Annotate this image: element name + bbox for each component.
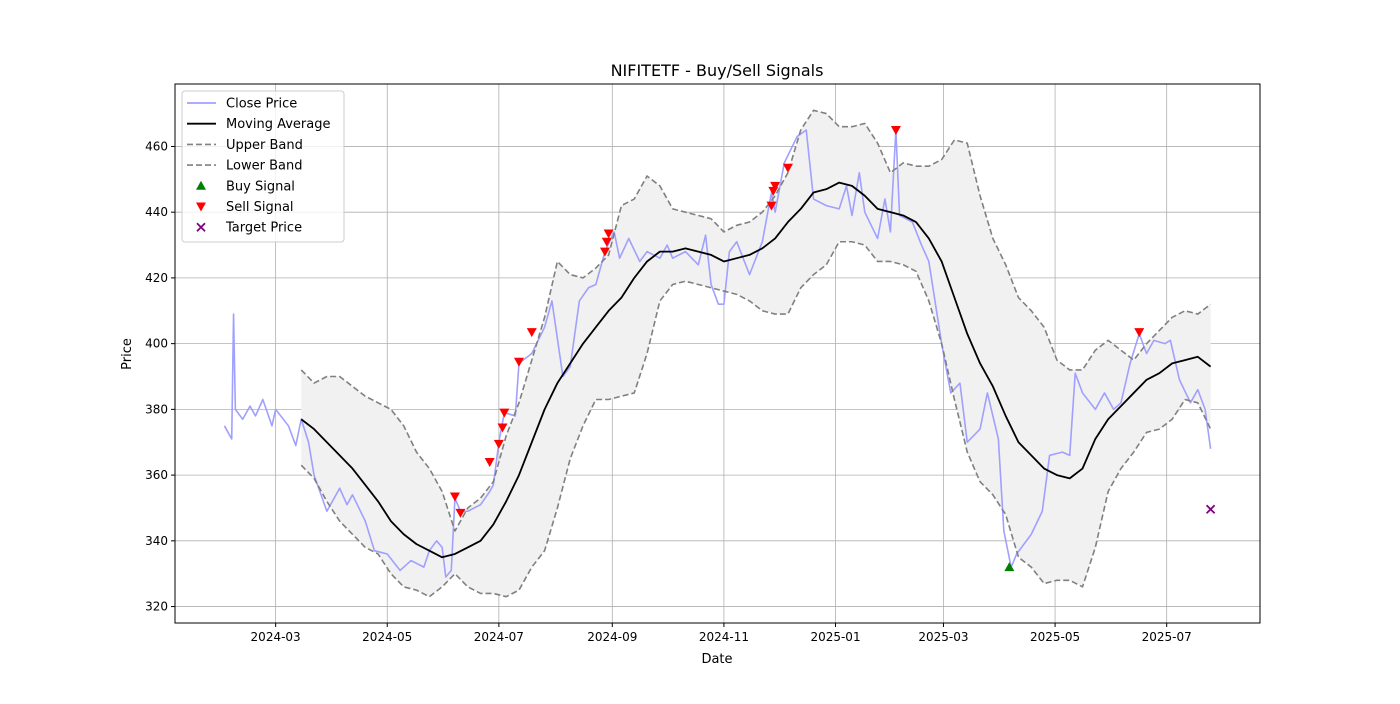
axes-frame [174, 83, 1261, 624]
sell-signal-marker [513, 357, 524, 367]
y-tick-label: 340 [145, 534, 168, 548]
y-tick-label: 440 [145, 205, 168, 219]
sell-signal-marker [497, 423, 508, 433]
x-tick-label: 2025-03 [918, 630, 968, 644]
close-price-line [223, 129, 1212, 578]
y-axis-label: Price [120, 338, 135, 370]
legend-label: Buy Signal [226, 179, 295, 194]
plot-area [223, 109, 1216, 598]
legend-box [181, 90, 345, 243]
y-tick-label: 460 [145, 139, 168, 153]
lower-band-line [300, 240, 1212, 598]
sell-signal-marker [455, 508, 466, 518]
y-tick-label: 360 [145, 468, 168, 482]
sell-signal-marker [890, 126, 901, 136]
sell-signal-marker [603, 229, 614, 239]
sell-signal-marker [449, 492, 460, 502]
y-tick-label: 420 [145, 271, 168, 285]
x-tick-label: 2024-03 [251, 630, 301, 644]
x-tick-label: 2024-07 [474, 630, 524, 644]
sell-signal-marker [601, 237, 612, 247]
x-tick-label: 2025-07 [1142, 630, 1192, 644]
legend-label: Close Price [226, 97, 297, 112]
legend-label: Upper Band [226, 138, 303, 153]
x-tick-label: 2024-11 [699, 630, 749, 644]
x-tick-label: 2024-05 [362, 630, 412, 644]
y-tick-label: 380 [145, 402, 168, 416]
legend-label: Sell Signal [226, 200, 294, 215]
y-tick-label: 400 [145, 337, 168, 351]
legend-label: Target Price [225, 221, 302, 236]
legend-swatch [196, 222, 206, 232]
x-axis-label: Date [701, 652, 732, 667]
legend-swatch [196, 202, 206, 212]
legend-swatch [196, 180, 206, 190]
legend: Close Price Moving Average Upper Band Lower… [181, 90, 345, 243]
sell-signal-marker [1134, 328, 1145, 338]
moving-average-line [300, 181, 1212, 559]
sell-signal-marker [782, 163, 793, 173]
band-fill [301, 110, 1211, 597]
sell-signal-marker [526, 328, 537, 338]
sell-signal-marker [766, 201, 777, 211]
y-tick-label: 320 [145, 600, 168, 614]
upper-band-line [300, 109, 1212, 532]
x-tick-label: 2025-05 [1030, 630, 1080, 644]
sell-signal-marker [599, 247, 610, 257]
sell-signal-marker [493, 439, 504, 449]
legend-label: Lower Band [226, 159, 302, 174]
chart-title: NIFITETF - Buy/Sell Signals [611, 61, 824, 80]
target-price-marker [1205, 504, 1216, 514]
x-tick-label: 2024-09 [587, 630, 637, 644]
x-tick-label: 2025-01 [810, 630, 860, 644]
sell-signal-marker [770, 181, 781, 191]
buy-signal-marker [1004, 562, 1015, 572]
sell-signal-marker [499, 408, 510, 418]
y-axis: 320 340 360 380 400 420 440 460 [145, 139, 175, 614]
x-axis: 2024-03 2024-05 2024-07 2024-09 2024-11 2025-… [251, 623, 1192, 644]
legend-label: Moving Average [226, 117, 330, 132]
sell-signal-marker [484, 457, 495, 467]
